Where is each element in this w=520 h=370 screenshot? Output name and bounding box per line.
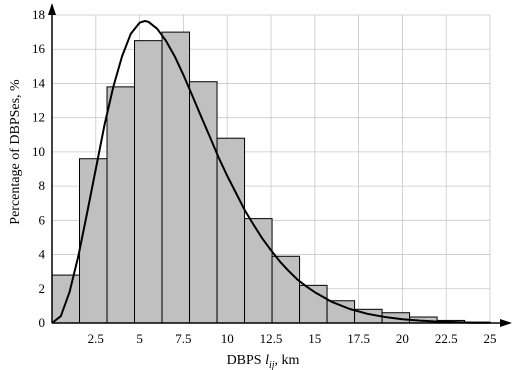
x-tick-label: 20 bbox=[396, 331, 409, 346]
y-tick-label: 12 bbox=[32, 110, 45, 125]
y-tick-label: 2 bbox=[39, 281, 46, 296]
y-tick-label: 4 bbox=[39, 247, 46, 262]
x-tick-label: 15 bbox=[308, 331, 321, 346]
x-tick-label: 22.5 bbox=[435, 331, 458, 346]
y-tick-label: 10 bbox=[32, 144, 45, 159]
y-tick-label: 16 bbox=[32, 41, 46, 56]
x-tick-label: 7.5 bbox=[175, 331, 191, 346]
histogram-bar bbox=[52, 275, 80, 323]
histogram-bar bbox=[135, 41, 163, 323]
x-tick-label: 12.5 bbox=[260, 331, 283, 346]
histogram-bar bbox=[162, 32, 190, 323]
y-tick-label: 18 bbox=[32, 7, 45, 22]
x-tick-label: 2.5 bbox=[88, 331, 104, 346]
x-axis-label: DBPS lij, km bbox=[227, 353, 300, 370]
y-tick-label: 8 bbox=[39, 178, 46, 193]
x-tick-label: 17.5 bbox=[347, 331, 370, 346]
histogram-bar bbox=[327, 301, 355, 323]
y-tick-label: 14 bbox=[32, 75, 46, 90]
histogram-bar bbox=[272, 256, 300, 323]
x-tick-label: 5 bbox=[136, 331, 143, 346]
x-axis-arrow bbox=[500, 319, 512, 327]
histogram-bar bbox=[190, 82, 218, 323]
histogram-bar bbox=[217, 138, 245, 323]
y-tick-label: 0 bbox=[39, 315, 46, 330]
histogram-bar bbox=[245, 219, 273, 323]
x-axis-label-suffix: , km bbox=[275, 353, 300, 368]
histogram-bar bbox=[107, 87, 135, 323]
y-axis-label: Percentage of DBPSes, % bbox=[8, 79, 23, 225]
x-tick-label: 25 bbox=[484, 331, 497, 346]
x-tick-label: 10 bbox=[221, 331, 234, 346]
x-axis-label-prefix: DBPS bbox=[227, 353, 266, 368]
y-axis-arrow bbox=[48, 3, 56, 15]
y-tick-label: 6 bbox=[39, 212, 46, 227]
